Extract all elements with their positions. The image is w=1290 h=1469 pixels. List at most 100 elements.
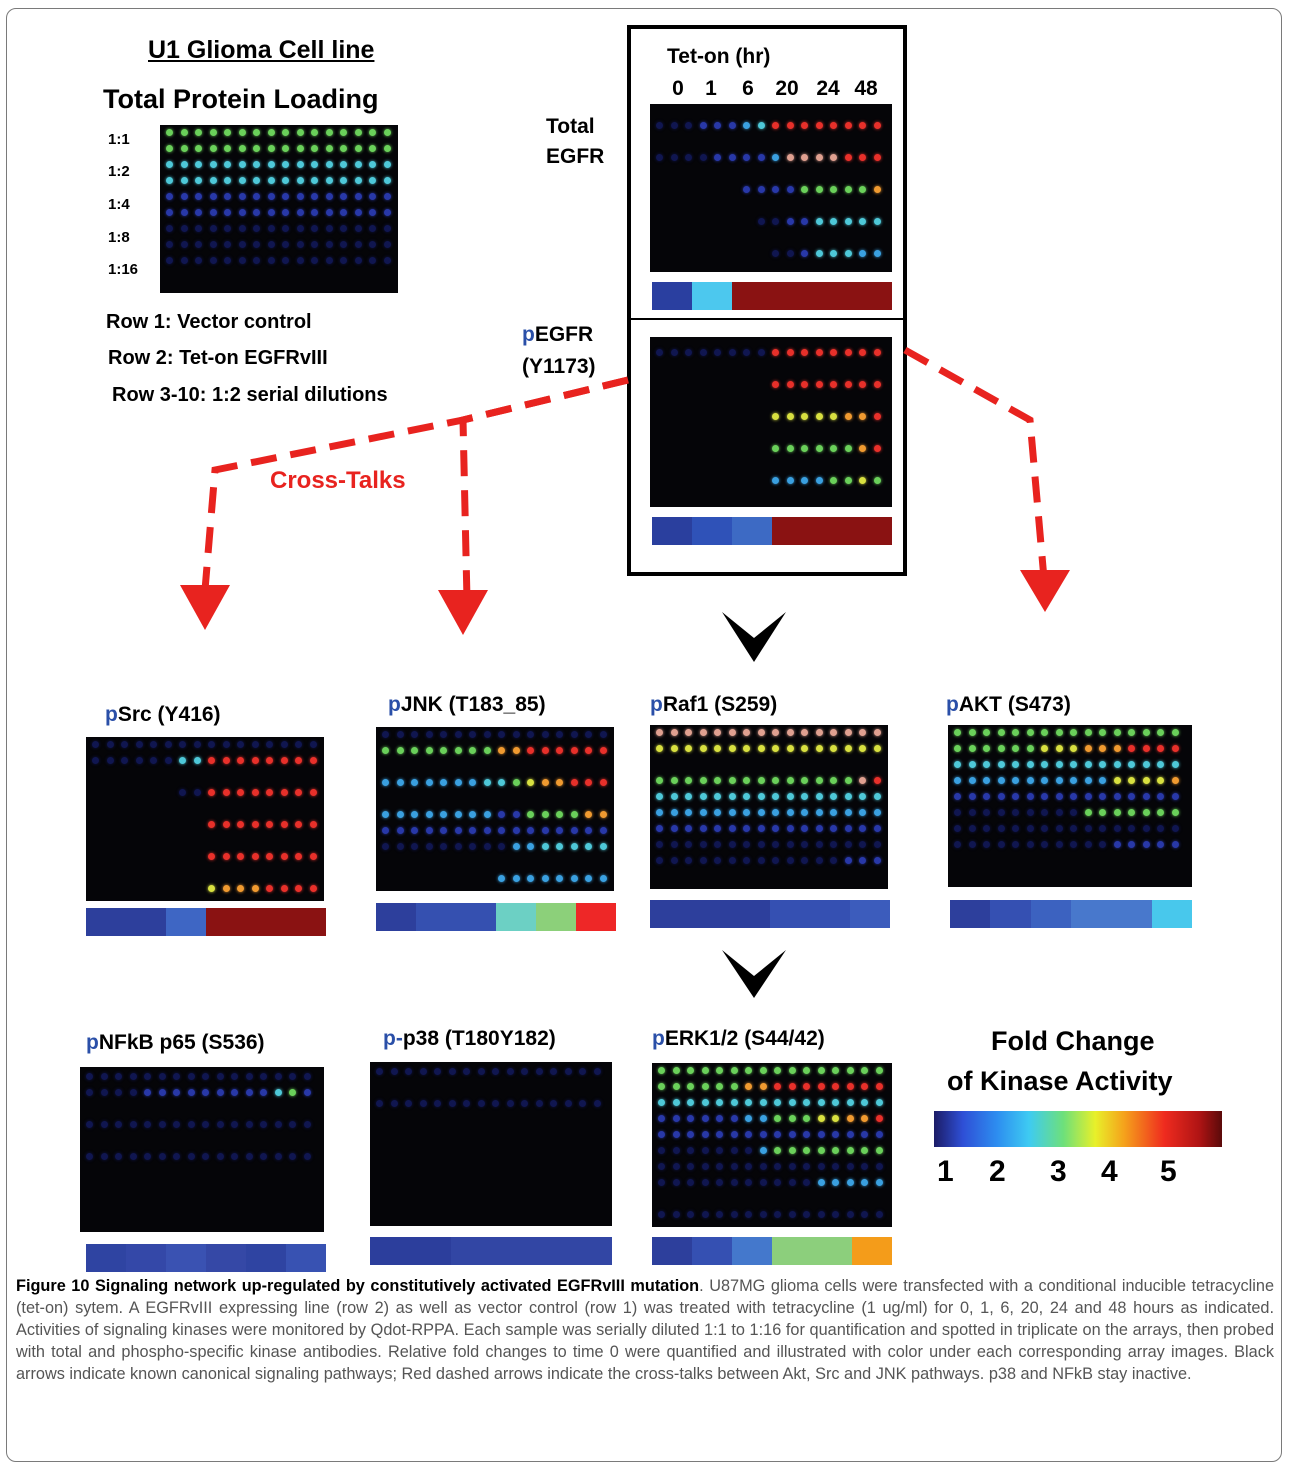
- array-spot: [788, 1147, 796, 1154]
- array-spot: [498, 779, 505, 786]
- array-spot: [658, 1099, 665, 1106]
- array-spot: [728, 729, 736, 736]
- array-spot: [1157, 793, 1164, 800]
- array-spot: [173, 1153, 180, 1160]
- array-spot: [772, 729, 779, 736]
- array-spot: [295, 741, 302, 748]
- array-spot: [801, 777, 808, 784]
- array-spot: [873, 381, 881, 388]
- array-spot: [774, 1179, 781, 1186]
- array-spot: [846, 1099, 854, 1106]
- array-spot: [253, 129, 260, 136]
- array-spot: [483, 827, 491, 834]
- array-spot: [166, 257, 173, 264]
- array-spot: [815, 445, 823, 452]
- array-spot: [803, 1179, 810, 1186]
- array-spot: [873, 250, 881, 257]
- array-spot: [369, 241, 376, 248]
- array-spot: [846, 1131, 854, 1138]
- array-spot: [296, 129, 304, 136]
- array-spot: [477, 1068, 485, 1075]
- array-spot: [672, 1067, 680, 1074]
- array-spot: [803, 1131, 810, 1138]
- array-spot: [1128, 761, 1135, 768]
- array-spot: [251, 885, 259, 892]
- array-spot: [390, 1068, 398, 1075]
- array-spot: [873, 445, 881, 452]
- array-spot: [830, 841, 837, 848]
- dilution-label: 1:16: [108, 261, 139, 278]
- array-spot: [266, 821, 273, 828]
- legend-tick: 1: [937, 1155, 954, 1188]
- array-spot: [743, 154, 750, 161]
- array-spot: [556, 811, 563, 818]
- array-spot: [685, 745, 692, 752]
- array-spot: [1084, 761, 1092, 768]
- array-spot: [208, 789, 215, 796]
- array-spot: [1171, 825, 1179, 832]
- array-spot: [135, 757, 143, 764]
- array-spot: [656, 122, 663, 129]
- dilution-label: 1:8: [108, 229, 130, 246]
- array-spot: [1128, 841, 1135, 848]
- array-spot: [1113, 809, 1121, 816]
- array-spot: [296, 257, 304, 264]
- array-spot: [861, 1163, 868, 1170]
- cell-line-title: U1 Glioma Cell line: [148, 36, 375, 64]
- praf1-label: pRaf1 (S259): [650, 693, 778, 716]
- array-spot: [1055, 761, 1063, 768]
- array-spot: [716, 1099, 723, 1106]
- array-spot: [454, 747, 462, 754]
- array-spot: [289, 1089, 296, 1096]
- array-spot: [699, 349, 707, 356]
- array-spot: [861, 1083, 868, 1090]
- array-spot: [599, 811, 607, 818]
- array-spot: [238, 257, 246, 264]
- array-spot: [166, 225, 173, 232]
- array-spot: [817, 1163, 825, 1170]
- array-spot: [701, 1179, 709, 1186]
- array-spot: [303, 1073, 311, 1080]
- array-spot: [1142, 745, 1150, 752]
- array-spot: [425, 811, 433, 818]
- foldchange-bar-psrc: [86, 908, 326, 936]
- array-spot: [743, 857, 750, 864]
- array-spot: [954, 745, 961, 752]
- array-spot: [382, 779, 389, 786]
- array-spot: [685, 825, 692, 832]
- array-spot: [983, 809, 990, 816]
- array-spot: [1142, 777, 1150, 784]
- array-spot: [658, 1067, 665, 1074]
- array-spot: [815, 154, 823, 161]
- array-spot: [687, 1067, 694, 1074]
- array-spot: [340, 225, 347, 232]
- array-spot: [289, 1073, 296, 1080]
- array-spot: [714, 825, 721, 832]
- array-spot: [714, 857, 721, 864]
- array-spot: [1157, 825, 1164, 832]
- array-spot: [100, 1153, 108, 1160]
- array-spot: [411, 779, 418, 786]
- array-spot: [772, 825, 779, 832]
- array-spot: [687, 1179, 694, 1186]
- array-spot: [483, 731, 491, 738]
- array-spot: [195, 209, 202, 216]
- fold-change-color-scale: [934, 1111, 1222, 1147]
- array-spot: [786, 841, 794, 848]
- array-spot: [745, 1131, 752, 1138]
- array-spot: [405, 1100, 412, 1107]
- array-spot: [440, 827, 447, 834]
- array-spot: [983, 729, 990, 736]
- array-spot: [376, 1100, 383, 1107]
- array-spot: [599, 875, 607, 882]
- array-spot: [830, 825, 837, 832]
- psrc-label: pSrc (Y416): [105, 703, 221, 726]
- array-spot: [699, 841, 707, 848]
- array-spot: [579, 1100, 586, 1107]
- array-spot: [483, 779, 491, 786]
- array-spot: [685, 349, 692, 356]
- array-spot: [202, 1121, 209, 1128]
- row-note: Row 2: Tet-on EGFRvIII: [108, 347, 328, 369]
- red-arrowhead-src: [180, 585, 230, 630]
- array-spot: [844, 841, 852, 848]
